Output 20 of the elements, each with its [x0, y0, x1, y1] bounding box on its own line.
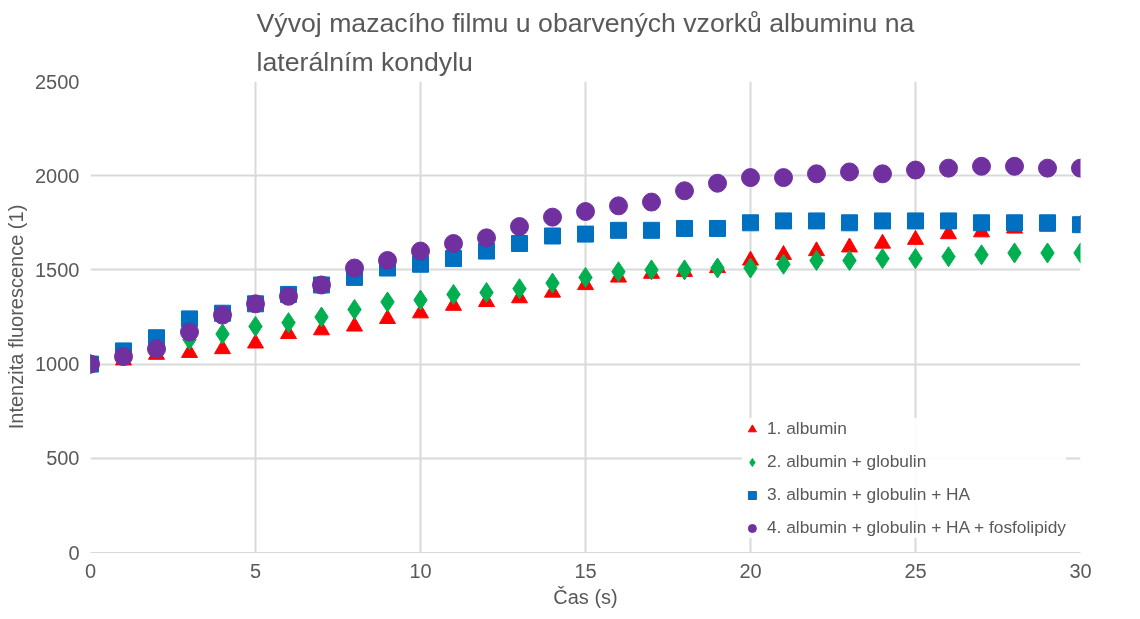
x-tick-label: 15: [574, 559, 597, 582]
x-tick-label: 30: [1069, 559, 1092, 582]
x-tick-label: 25: [904, 559, 927, 582]
x-tick-label: 5: [249, 559, 262, 582]
x-tick-label: 10: [409, 559, 432, 582]
chart-title: Vývoj mazacího filmu u obarvených vzorků albuminu na laterálním kondylu: [256, 7, 915, 77]
y-tick-label: 500: [46, 447, 80, 470]
y-tick-label: 0: [68, 541, 80, 564]
x-axis-title: Čas (s): [553, 585, 618, 608]
y-axis-title: Intenzita fluorescence (1): [5, 204, 28, 430]
y-tick-label: 1500: [35, 258, 80, 281]
legend-label: 2. albumin + globulin: [766, 451, 927, 472]
y-tick-label: 2000: [35, 164, 80, 187]
y-tick-label: 2500: [35, 70, 80, 93]
x-tick-label: 0: [84, 559, 97, 582]
x-tick-label: 20: [739, 559, 762, 582]
legend-label: 3. albumin + globulin + HA: [766, 484, 971, 505]
legend-label: 1. albumin: [766, 418, 847, 439]
y-tick-label: 1000: [35, 353, 80, 376]
legend-label: 4. albumin + globulin + HA + fosfolipidy: [766, 517, 1066, 538]
